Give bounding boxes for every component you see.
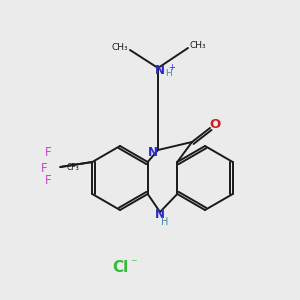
Text: N: N <box>148 146 158 158</box>
Text: N: N <box>155 64 165 76</box>
Text: O: O <box>209 118 220 131</box>
Text: Cl: Cl <box>112 260 128 275</box>
Text: +: + <box>169 64 176 73</box>
Text: H: H <box>165 68 171 77</box>
Text: N: N <box>155 208 165 221</box>
Text: CF₃: CF₃ <box>66 163 79 172</box>
Text: H: H <box>161 217 169 227</box>
Text: ⁻: ⁻ <box>130 257 136 271</box>
Text: F: F <box>41 161 48 175</box>
Text: CH₃: CH₃ <box>112 43 128 52</box>
Text: F: F <box>45 175 52 188</box>
Text: CH₃: CH₃ <box>190 40 206 50</box>
Text: F: F <box>45 146 52 160</box>
